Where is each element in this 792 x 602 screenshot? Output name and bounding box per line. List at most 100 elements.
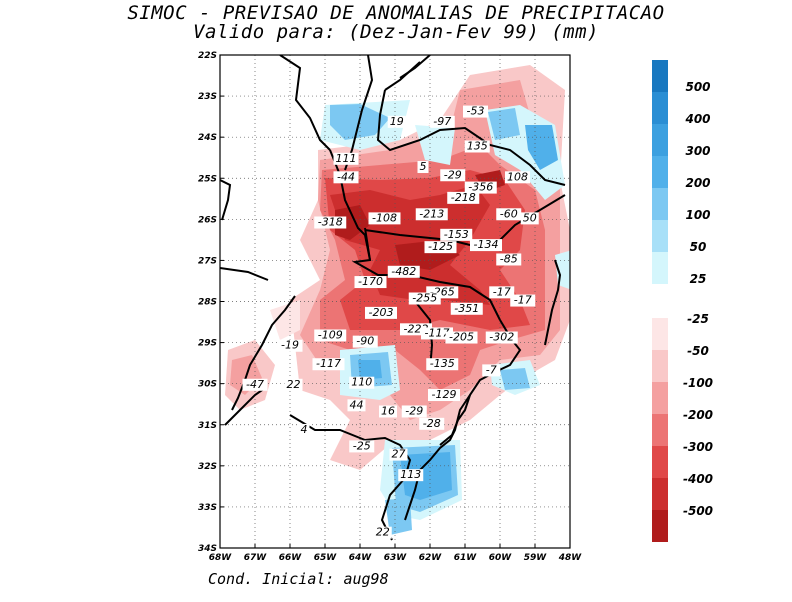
contour-labels: 19 -97 -53 135 111 5 -44 -29 108 -356-218 -213 -60 -… bbox=[242, 105, 539, 539]
label-text: -203 bbox=[369, 306, 394, 319]
label-text: -97 bbox=[433, 115, 451, 128]
label-box bbox=[447, 191, 480, 204]
contour-label: -25 bbox=[349, 439, 375, 453]
label-box bbox=[242, 378, 268, 391]
lon-tick-label: 64W bbox=[349, 553, 373, 563]
contour-label: -205 bbox=[445, 331, 478, 344]
label-text: 4 bbox=[301, 423, 308, 436]
label-text: 44 bbox=[350, 398, 364, 411]
label-text: 22 bbox=[376, 526, 390, 539]
label-text: -117 bbox=[316, 357, 341, 370]
contour-label: 113 bbox=[398, 468, 424, 482]
boundary-line bbox=[289, 414, 412, 541]
contour-label: 22 bbox=[284, 378, 303, 391]
contour-label: -153 bbox=[440, 228, 473, 241]
label-text: -29 bbox=[405, 404, 423, 417]
label-text: 5 bbox=[420, 160, 427, 173]
colorbar-swatch bbox=[652, 92, 668, 124]
contour-label: -135 bbox=[426, 357, 459, 371]
label-box bbox=[510, 294, 536, 307]
contour-label: -318 bbox=[314, 215, 347, 229]
label-box bbox=[349, 376, 375, 389]
anomaly-area bbox=[400, 452, 452, 500]
label-box bbox=[368, 212, 401, 225]
colorbar-swatch bbox=[652, 124, 668, 156]
label-box bbox=[421, 327, 453, 340]
colorbar: 500 400 300 200 100 50 25 -25 -50 -100 -200 -300 -40… bbox=[652, 60, 713, 542]
colorbar-swatch bbox=[652, 478, 668, 510]
boundary-line bbox=[231, 295, 296, 411]
label-text: -351 bbox=[454, 302, 479, 315]
lon-tick-label: 67W bbox=[244, 553, 268, 563]
lon-tick-label: 63W bbox=[384, 553, 408, 563]
map-subtitle: Valido para: (Dez-Jan-Fev 99) (mm) bbox=[193, 21, 599, 43]
contour-label: 108 bbox=[505, 170, 530, 184]
label-box bbox=[333, 171, 359, 184]
contour-label: -129 bbox=[428, 388, 460, 402]
contour-label: -108 bbox=[368, 211, 401, 225]
label-text: -53 bbox=[467, 105, 485, 118]
label-text: -47 bbox=[246, 378, 264, 391]
lon-tick-label: 65W bbox=[314, 553, 338, 563]
lat-tick-label: 29S bbox=[198, 339, 217, 349]
anomaly-area bbox=[358, 360, 382, 380]
anomaly-area bbox=[500, 368, 530, 390]
contour-label: -170 bbox=[354, 275, 387, 289]
label-text: -108 bbox=[372, 211, 397, 224]
lat-tick-label: 34S bbox=[198, 544, 217, 554]
contour-label: -109 bbox=[314, 328, 347, 342]
contour-label: -125 bbox=[424, 240, 457, 254]
contour-label: -60 bbox=[496, 207, 522, 221]
label-text: 113 bbox=[400, 468, 421, 481]
contour-label: -213 bbox=[415, 207, 448, 221]
colorbar-label: 50 bbox=[690, 240, 707, 254]
map-title: SIMOC - PREVISAO DE ANOMALIAS DE PRECIPI… bbox=[127, 2, 665, 24]
contour-label: -482 bbox=[387, 265, 420, 278]
label-text: 135 bbox=[467, 139, 488, 152]
contour-label: -203 bbox=[365, 306, 397, 319]
political-boundaries bbox=[220, 55, 566, 541]
boundary-line bbox=[220, 179, 232, 221]
label-text: -255 bbox=[412, 292, 437, 305]
label-box bbox=[429, 115, 455, 128]
lat-tick-label: 22S bbox=[198, 51, 217, 61]
label-text: -356 bbox=[468, 181, 493, 194]
label-text: -218 bbox=[451, 191, 476, 204]
label-text: -213 bbox=[419, 207, 444, 220]
label-box bbox=[464, 181, 497, 194]
anomaly-area bbox=[270, 300, 300, 340]
colorbar-label: -50 bbox=[687, 344, 709, 358]
label-box bbox=[389, 448, 408, 461]
label-box bbox=[408, 292, 441, 305]
label-text: -7 bbox=[486, 363, 497, 376]
anomaly-area bbox=[335, 170, 505, 270]
label-text: 111 bbox=[336, 152, 357, 165]
label-text: -205 bbox=[449, 331, 474, 344]
label-box bbox=[426, 358, 459, 371]
contour-label: -356 bbox=[464, 181, 497, 194]
contour-label: 22 bbox=[373, 526, 392, 539]
anomaly-area bbox=[525, 125, 558, 170]
boundary-line bbox=[399, 55, 431, 79]
colorbar-swatch bbox=[652, 414, 668, 446]
boundary-line bbox=[220, 267, 269, 281]
label-box bbox=[349, 440, 375, 453]
colorbar-swatch bbox=[652, 318, 668, 350]
colorbar-label: -100 bbox=[683, 376, 713, 390]
contour-label: 135 bbox=[464, 139, 490, 153]
colorbar-swatch bbox=[652, 220, 668, 252]
contour-label: -255 bbox=[408, 292, 441, 305]
lat-tick-label: 33S bbox=[198, 503, 217, 513]
lat-tick-label: 27S bbox=[198, 256, 217, 266]
label-text: -135 bbox=[430, 357, 455, 370]
boundary-line bbox=[376, 89, 566, 186]
label-box bbox=[464, 140, 490, 153]
contour-label: -117 bbox=[421, 326, 453, 340]
label-box bbox=[428, 389, 460, 402]
boundary-line bbox=[364, 229, 471, 246]
label-text: -17 bbox=[514, 294, 532, 307]
contour-label: 44 bbox=[347, 398, 366, 412]
label-box bbox=[520, 212, 539, 225]
contour-label: 16 bbox=[379, 404, 397, 418]
boundary-line bbox=[279, 55, 331, 151]
